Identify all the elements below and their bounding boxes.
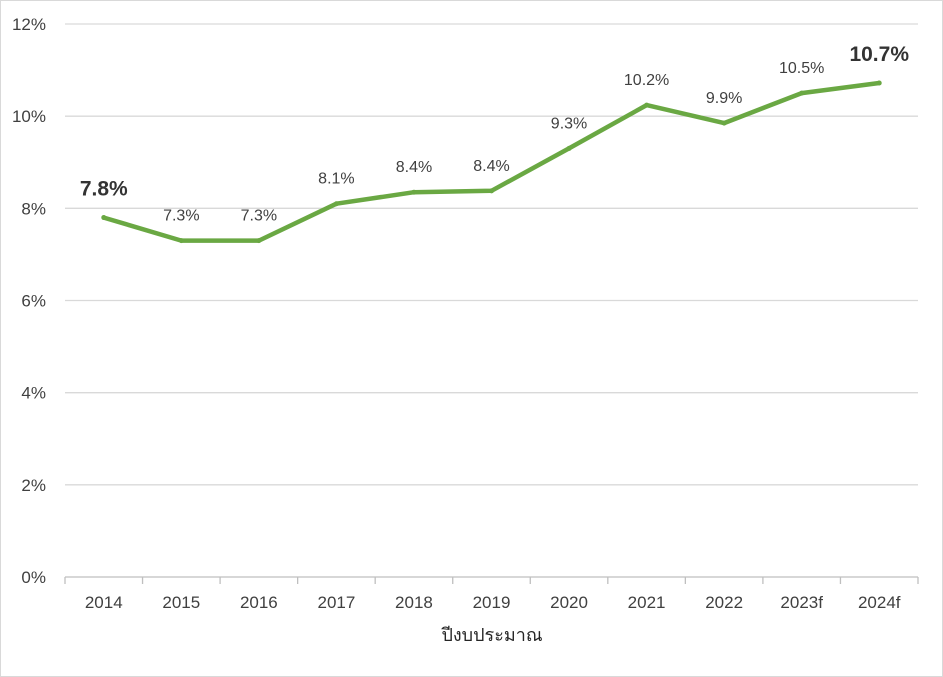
x-tick-label: 2018 [395,593,433,612]
data-point-2014 [101,215,107,221]
data-label-2014: 7.8% [80,178,128,201]
data-point-2015 [178,238,184,244]
data-point-2017 [333,201,339,207]
data-point-2023f [799,90,805,96]
x-tick-label: 2021 [628,593,666,612]
data-point-2021 [644,102,650,108]
gridlines [65,23,918,486]
y-axis-ticks: 0% 2% 4% 6% 8% 10% 12% [12,15,46,587]
data-point-2018 [411,189,417,195]
x-tick-label: 2022 [705,593,743,612]
y-tick-label: 12% [12,15,46,34]
y-tick-label: 8% [21,199,46,218]
x-tick-label: 2015 [162,593,200,612]
series [101,80,882,244]
y-tick-label: 6% [21,292,46,311]
data-label-2021: 10.2% [624,72,669,89]
y-tick-label: 0% [21,568,46,587]
y-tick-label: 10% [12,107,46,126]
y-tick-label: 4% [21,384,46,403]
data-labels: 7.8% 7.3% 7.3% 8.1% 8.4% 8.4% 9.3% 10.2% 9.9% 10.… [80,43,909,225]
x-axis-title: ปีงบประมาณ [441,625,542,645]
x-tick-label: 2020 [550,593,588,612]
x-axis: 2014 2015 2016 2017 2018 2019 2020 2021 2022 2023… [64,576,919,612]
data-label-2015: 7.3% [163,208,199,225]
x-tick-label: 2014 [85,593,123,612]
x-tick-label: 2016 [240,593,278,612]
data-point-2016 [256,238,262,244]
data-point-2024f [876,80,882,86]
data-point-2022 [721,120,727,126]
x-tick-label: 2024f [858,593,901,612]
data-label-2016: 7.3% [241,208,277,225]
data-label-2020: 9.3% [551,115,587,132]
x-tick-label: 2019 [473,593,511,612]
x-tick-label: 2023f [780,593,823,612]
data-label-2023f: 10.5% [779,60,824,77]
data-label-2017: 8.1% [318,171,354,188]
data-label-2019: 8.4% [473,158,509,175]
data-point-2020 [566,145,572,151]
data-label-2024f: 10.7% [849,43,909,66]
data-label-2018: 8.4% [396,159,432,176]
data-label-2022: 9.9% [706,90,742,107]
y-tick-label: 2% [21,476,46,495]
x-tick-label: 2017 [317,593,355,612]
data-point-2019 [489,188,494,194]
